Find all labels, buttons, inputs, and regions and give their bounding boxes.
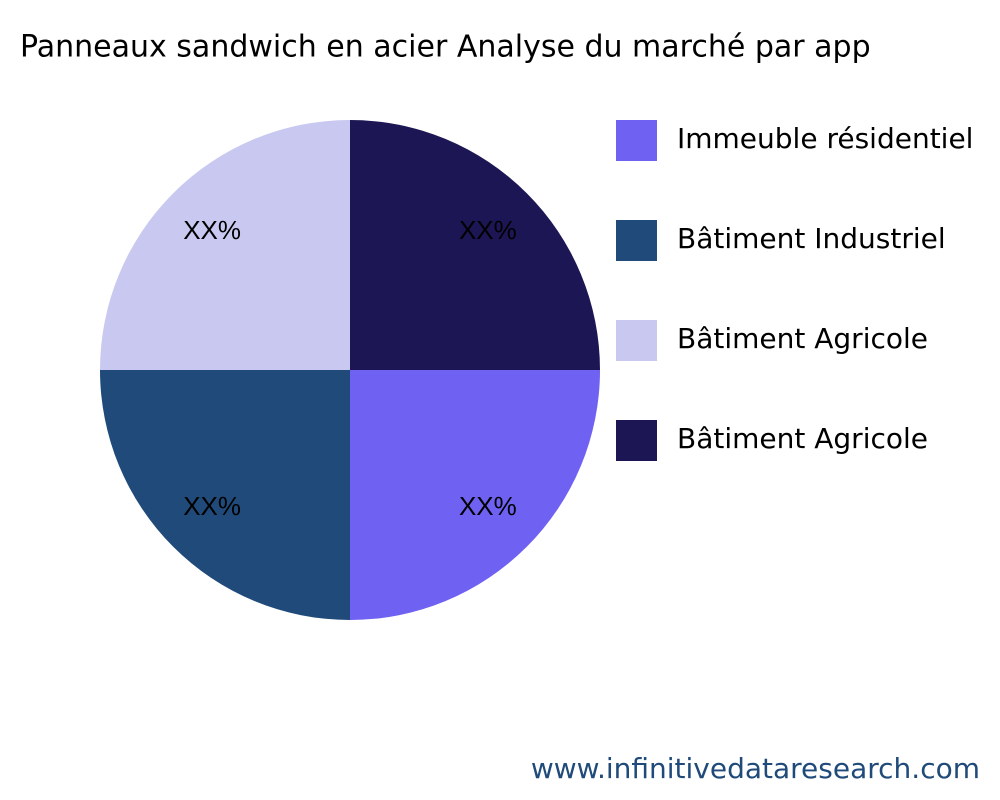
- data-label: XX%: [459, 491, 517, 521]
- pie-slice: [100, 120, 350, 370]
- data-label: XX%: [183, 215, 241, 245]
- legend-label: Bâtiment Industriel: [677, 222, 946, 255]
- source: www.infinitivedataresearch.com: [531, 752, 980, 785]
- legend-label: Immeuble résidentiel: [677, 122, 973, 155]
- legend-label: Bâtiment Agricole: [677, 422, 928, 455]
- legend-label: Bâtiment Agricole: [677, 322, 928, 355]
- pie-slice: [350, 370, 600, 620]
- data-label: XX%: [183, 491, 241, 521]
- legend-swatch: [616, 120, 657, 161]
- chart-title: Panneaux sandwich en acier Analyse du ma…: [20, 30, 871, 65]
- legend-swatch: [616, 220, 657, 261]
- data-label: XX%: [459, 215, 517, 245]
- legend-swatch: [616, 420, 657, 461]
- legend-swatch: [616, 320, 657, 361]
- pie-slice: [100, 370, 350, 620]
- pie-slice: [350, 120, 600, 370]
